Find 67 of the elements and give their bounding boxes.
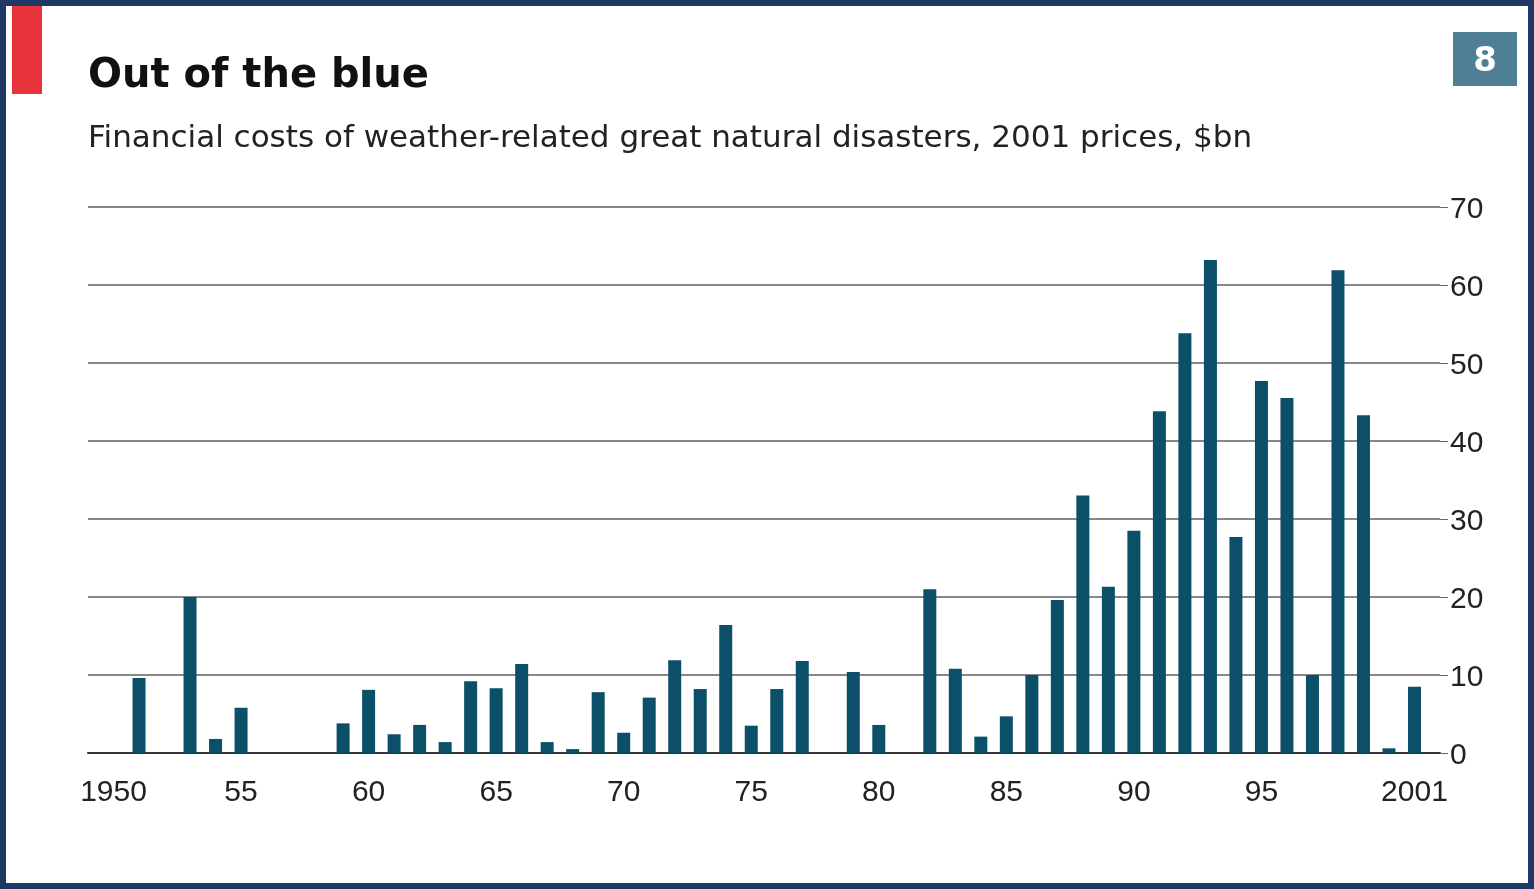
bar <box>336 723 350 753</box>
bar <box>515 664 529 753</box>
bar <box>974 736 988 753</box>
x-tick-label: 80 <box>862 773 896 807</box>
bar <box>999 716 1013 753</box>
bar <box>387 734 401 753</box>
text: 8 <box>1453 32 1517 86</box>
bar <box>489 688 503 753</box>
bar <box>1101 586 1115 753</box>
bar <box>1331 270 1345 753</box>
bar <box>1178 333 1192 753</box>
bar <box>1127 530 1141 753</box>
bar <box>744 725 758 753</box>
bar <box>1203 260 1217 753</box>
bar <box>770 689 784 753</box>
bar <box>362 689 376 753</box>
y-tick-label: 20 <box>1450 580 1484 614</box>
y-tick-label: 70 <box>1450 190 1484 224</box>
bar <box>591 692 605 753</box>
bar <box>642 697 656 753</box>
bar <box>1382 748 1396 753</box>
y-tick-label: 30 <box>1450 502 1484 536</box>
bar <box>464 681 478 753</box>
bar <box>540 742 554 753</box>
bar <box>872 724 886 753</box>
bar <box>1356 415 1370 753</box>
x-tick-label: 2001 <box>1381 773 1448 807</box>
x-tick-label: 60 <box>351 773 386 807</box>
y-tick-label: 50 <box>1450 346 1484 380</box>
chart-subtitle: Financial costs of weather-related great natural disasters, 2001 prices, $bn <box>88 118 1253 154</box>
bar <box>1152 411 1166 753</box>
bar <box>209 738 223 753</box>
bar <box>234 707 248 753</box>
bar <box>923 589 937 753</box>
bar <box>693 689 707 753</box>
bar <box>132 678 146 753</box>
bar <box>413 724 427 753</box>
bar <box>1229 536 1243 753</box>
x-tick-label: 95 <box>1244 773 1279 807</box>
bar <box>719 625 733 753</box>
y-tick-label: 10 <box>1450 658 1484 692</box>
bar <box>1025 675 1039 753</box>
x-tick-label: 1950 <box>80 773 147 807</box>
bar <box>1254 380 1268 753</box>
bar <box>1076 495 1090 753</box>
bar <box>948 668 962 753</box>
x-tick-label: 85 <box>989 773 1024 807</box>
y-tick-label: 0 <box>1450 736 1467 770</box>
chart-title: Out of the blue <box>88 50 429 96</box>
bar <box>668 660 682 753</box>
bar <box>1407 686 1421 753</box>
y-tick-label: 60 <box>1450 268 1484 302</box>
bar <box>1050 600 1064 753</box>
x-tick-label: 90 <box>1117 773 1151 807</box>
bar <box>1305 675 1319 753</box>
bar <box>1280 398 1294 753</box>
x-tick-label: 75 <box>734 773 768 807</box>
bar <box>566 749 580 753</box>
x-tick-label: 70 <box>607 773 641 807</box>
bar <box>617 732 631 753</box>
x-tick-label: 55 <box>224 773 258 807</box>
y-tick-label: 40 <box>1450 424 1484 458</box>
bar <box>846 671 860 753</box>
bar <box>183 597 197 753</box>
bar <box>795 660 809 753</box>
bar <box>438 742 452 753</box>
x-tick-label: 65 <box>479 773 513 807</box>
